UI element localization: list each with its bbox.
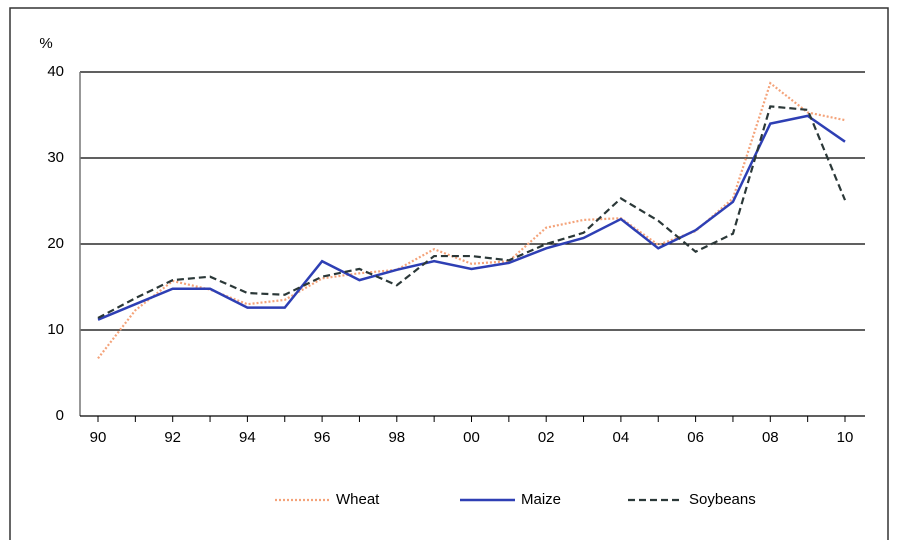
x-tick-label: 08 [762,429,779,446]
y-tick-label: 0 [56,407,64,424]
x-tick-label: 04 [613,429,630,446]
x-tick-label: 02 [538,429,555,446]
x-tick-label: 92 [164,429,181,446]
y-tick-label: 10 [47,321,64,338]
y-tick-label: 20 [47,235,64,252]
y-tick-label: 30 [47,149,64,166]
series-line [97,114,846,321]
series-line [97,81,846,360]
x-tick-label: 90 [90,429,107,446]
series-line [97,105,847,319]
x-tick-label: 10 [837,429,854,446]
frame [9,7,889,540]
legend-label: Soybeans [689,491,756,508]
y-tick-label: 40 [47,63,64,80]
x-tick-label: 96 [314,429,331,446]
y-axis-label: % [39,35,52,52]
x-tick-label: 06 [687,429,704,446]
x-tick-label: 98 [388,429,405,446]
legend-label: Wheat [336,491,380,508]
x-tick-label: 00 [463,429,480,446]
legend-label: Maize [521,491,561,508]
x-tick-label: 94 [239,429,256,446]
